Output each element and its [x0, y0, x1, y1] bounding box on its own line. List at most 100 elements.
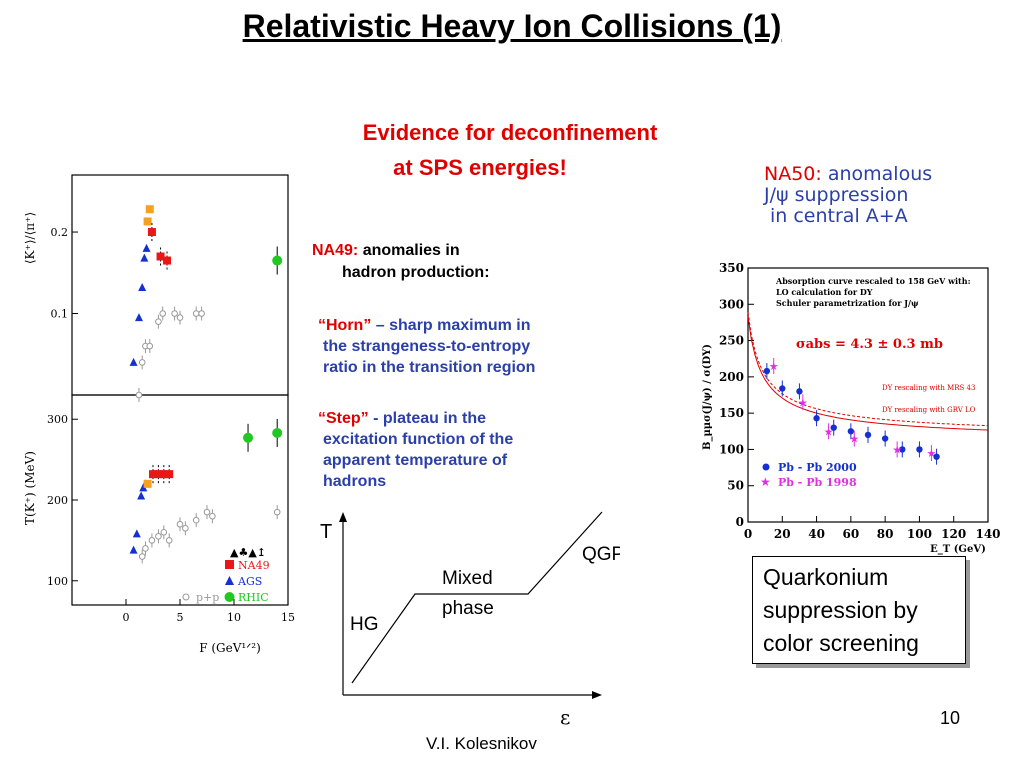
orange-point	[143, 479, 152, 488]
pp-point	[198, 310, 205, 317]
pp-point	[192, 516, 200, 524]
ags-point	[138, 282, 147, 291]
top-panel-frame	[71, 174, 289, 396]
pp-point	[138, 359, 146, 366]
step-line2: excitation function of the	[323, 431, 514, 448]
legend-pp-marker	[182, 593, 190, 601]
top-ylabel: ⟨K⁺⟩/⟨π⁺⟩	[23, 212, 37, 264]
horn-line2: the strangeness-to-entropy	[323, 338, 531, 355]
na49-point	[159, 470, 168, 479]
na50-1998-point: ★	[824, 425, 834, 438]
na50-chart: 0 20 40 60 80 100 120 140050100150200250300350 …	[702, 262, 1000, 555]
orange-point	[143, 217, 152, 226]
pp-point	[138, 553, 146, 560]
pp-point	[176, 520, 184, 528]
na49-point	[147, 228, 156, 237]
na49-block: NA49: anomalies in hadron production:	[312, 240, 490, 284]
ags-point	[132, 529, 141, 538]
na50-line2: J/ψ suppression	[764, 184, 909, 206]
na50-note-1: Absorption curve rescaled to 158 GeV wit…	[775, 276, 971, 286]
horn-line1: – sharp maximum in	[371, 317, 531, 334]
na50-xtick-label: 40	[808, 527, 825, 541]
ags-point	[142, 243, 151, 252]
xtick-label: 5	[177, 611, 184, 624]
na50-2000-point	[779, 385, 786, 392]
na50-1998-point: ★	[849, 433, 859, 446]
step-line1: - plateau in the	[368, 410, 487, 427]
phase-mixed-label-1: Mixed	[442, 568, 493, 589]
xtick-label: 0	[123, 611, 130, 624]
legend-rhic: RHIC	[238, 591, 269, 604]
na49-point	[165, 470, 174, 479]
na50-xtick-label: 60	[843, 527, 860, 541]
na50-2000-point	[813, 415, 820, 422]
na50-ytick-label: 300	[719, 297, 744, 311]
xtick-label: 15	[281, 611, 295, 624]
author-footer: V.I. Kolesnikov	[426, 734, 537, 753]
pp-point	[273, 508, 281, 516]
phase-y-arrow	[339, 512, 347, 522]
na50-2000-point	[933, 453, 940, 460]
evidence-heading-line2: at SPS energies!	[393, 155, 567, 180]
pp-point	[209, 512, 216, 520]
phase-hg-label: HG	[350, 614, 379, 635]
evidence-heading-line1: Evidence for deconfinement	[362, 120, 658, 145]
na49-point	[156, 252, 165, 261]
horn-term: “Horn”	[318, 317, 372, 334]
na50-ylabel: B_μμσ(J/ψ) / σ(DY)	[702, 344, 713, 450]
legend-symbols: ▲♣▲↥	[230, 546, 266, 559]
left-plots: 0.1 0.2 100 200 300 0 5 10 15 ⟨K⁺⟩/⟨π⁺⟩ T(K⁺) (…	[23, 174, 295, 655]
ytick-label: 100	[47, 575, 68, 588]
na50-2000-point	[847, 428, 855, 435]
na50-frame	[747, 267, 989, 523]
na50-note-2: LO calculation for DY	[776, 287, 873, 297]
left-legend: ▲♣▲↥ NA49 AGS RHIC p+p	[182, 546, 270, 604]
na50-1998-point: ★	[926, 447, 936, 460]
ytick-label: 200	[47, 494, 68, 507]
phase-x-arrow	[592, 691, 602, 699]
na50-2000-point	[881, 435, 889, 442]
legend-ags-marker	[225, 576, 234, 585]
page-title: Relativistic Heavy Ion Collisions (1)	[242, 8, 782, 44]
na50-xtick-label: 0	[744, 527, 752, 541]
top-panel-plot: 0.1 0.2	[51, 205, 283, 402]
pp-point	[146, 342, 154, 350]
na50-xtick-label: 100	[907, 527, 932, 541]
ags-point	[129, 545, 138, 554]
legend-na49: NA49	[238, 559, 270, 572]
quarkonium-line3: color screening	[763, 630, 919, 656]
quarkonium-box: Quarkonium suppression by color screenin…	[752, 556, 966, 664]
na50-line1: anomalous	[821, 163, 933, 185]
na50-ytick-label: 0	[736, 515, 744, 529]
pp-point	[135, 391, 143, 399]
na50-curves	[747, 312, 989, 431]
phase-diagram: T ε HG Mixed phase QGP	[320, 511, 620, 729]
step-line3: apparent temperature of	[323, 452, 508, 469]
legend-pp: p+p	[196, 591, 219, 604]
pp-point	[192, 310, 200, 317]
ytick-label: 0.2	[51, 226, 69, 239]
xtick-label: 10	[227, 611, 241, 624]
na49-label: NA49:	[312, 242, 359, 259]
phase-curve	[351, 511, 603, 684]
pp-point	[159, 310, 167, 317]
bottom-xlabel: F (GeV¹ᐟ²)	[199, 641, 261, 655]
na50-2000-point	[916, 446, 923, 453]
na50-sigma: σabs = 4.3 ± 0.3 mb	[796, 337, 943, 352]
na50-xtick-label: 20	[774, 527, 791, 541]
na50-legend-1998-marker: ★	[760, 475, 771, 489]
na50-ytick-label: 350	[719, 262, 744, 275]
phase-x-label: ε	[560, 705, 570, 729]
orange-point	[145, 205, 154, 214]
legend-na49-marker	[225, 560, 234, 569]
ags-point	[134, 313, 143, 322]
bottom-panel-frame	[71, 394, 289, 606]
na50-legend-1998: Pb - Pb 1998	[778, 476, 857, 489]
pp-point	[155, 318, 162, 325]
ags-point	[139, 483, 148, 492]
na50-curve-label-1: DY rescaling with MRS 43	[882, 384, 975, 392]
na50-ytick-label: 250	[719, 334, 744, 348]
legend-rhic-marker	[224, 592, 235, 602]
na50-label: NA50:	[764, 163, 822, 185]
na49-point	[163, 256, 172, 265]
